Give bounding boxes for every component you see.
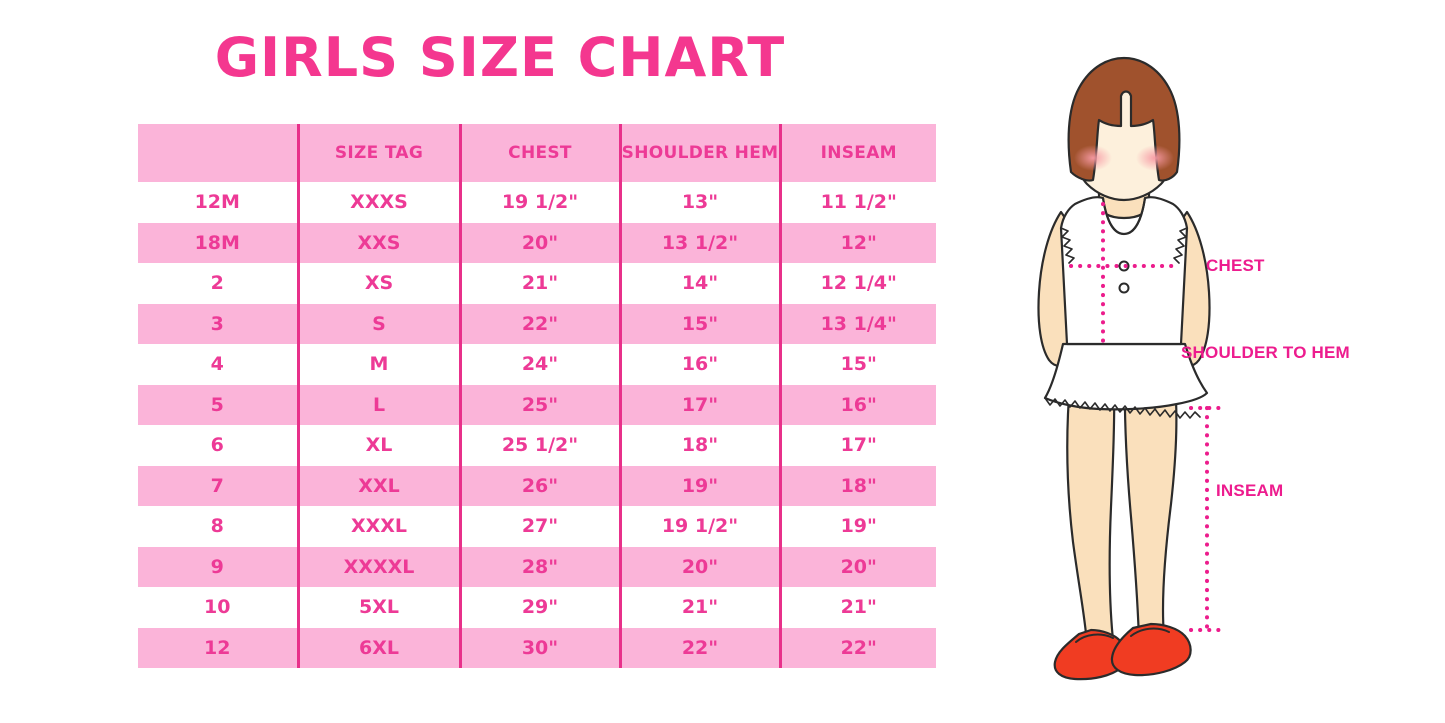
table-header: SIZE TAG CHEST SHOULDER HEM INSEAM — [138, 124, 936, 182]
cell-size-tag: L — [296, 384, 460, 425]
skirt-shape — [1043, 342, 1209, 411]
table-row: 3 S 22" 15" 13 1/4" — [138, 303, 936, 344]
cell-inseam: 18" — [778, 465, 936, 506]
right-shoulder-ruffle — [1173, 227, 1188, 264]
cell-chest: 26" — [458, 465, 620, 506]
button-lower-icon — [1118, 282, 1130, 294]
header-cell-size — [138, 124, 298, 182]
cell-inseam: 15" — [778, 344, 936, 385]
blush-left — [1074, 145, 1112, 171]
cell-shoulder-hem: 20" — [618, 546, 780, 587]
legs-shape — [1066, 370, 1178, 658]
cell-size: 12M — [138, 182, 298, 223]
table-row: 5 L 25" 17" 16" — [138, 384, 936, 425]
cell-size-tag: 5XL — [296, 587, 460, 628]
cell-size: 3 — [138, 303, 298, 344]
header-cell-shoulder-hem: SHOULDER HEM — [618, 124, 780, 182]
cell-inseam: 12" — [778, 222, 936, 263]
table-row: 18M XXS 20" 13 1/2" 12" — [138, 222, 936, 263]
cell-chest: 20" — [458, 222, 620, 263]
table-row: 2 XS 21" 14" 12 1/4" — [138, 263, 936, 304]
cell-chest: 19 1/2" — [458, 182, 620, 223]
cell-size: 9 — [138, 546, 298, 587]
cell-chest: 21" — [458, 263, 620, 304]
table-row: 6 XL 25 1/2" 18" 17" — [138, 425, 936, 466]
shoes-shape — [1053, 622, 1192, 681]
table-body: 12M XXXS 19 1/2" 13" 11 1/2" 18M XXS 20" 13 1/2"… — [138, 182, 936, 668]
cell-size-tag: XXXS — [296, 182, 460, 223]
table-row: 12 6XL 30" 22" 22" — [138, 627, 936, 668]
table-row: 12M XXXS 19 1/2" 13" 11 1/2" — [138, 182, 936, 223]
skirt-ruffle-edge — [1044, 397, 1201, 419]
table-row: 8 XXXL 27" 19 1/2" 19" — [138, 506, 936, 547]
cell-shoulder-hem: 13" — [618, 182, 780, 223]
cell-size: 7 — [138, 465, 298, 506]
header-cell-size-tag: SIZE TAG — [296, 124, 460, 182]
cell-size-tag: XXXXL — [296, 546, 460, 587]
cell-inseam: 13 1/4" — [778, 303, 936, 344]
header-cell-chest: CHEST — [458, 124, 620, 182]
cell-shoulder-hem: 18" — [618, 425, 780, 466]
cell-chest: 29" — [458, 587, 620, 628]
cell-inseam: 11 1/2" — [778, 182, 936, 223]
cell-shoulder-hem: 22" — [618, 627, 780, 668]
cell-inseam: 20" — [778, 546, 936, 587]
blush-right — [1136, 145, 1174, 171]
cell-inseam: 22" — [778, 627, 936, 668]
cell-shoulder-hem: 14" — [618, 263, 780, 304]
girl-figure-illustration — [975, 52, 1275, 692]
cell-shoulder-hem: 13 1/2" — [618, 222, 780, 263]
cell-shoulder-hem: 15" — [618, 303, 780, 344]
callout-label-inseam: INSEAM — [1216, 481, 1284, 500]
cell-inseam: 21" — [778, 587, 936, 628]
cell-size: 8 — [138, 506, 298, 547]
cell-chest: 30" — [458, 627, 620, 668]
cell-size-tag: 6XL — [296, 627, 460, 668]
cell-inseam: 19" — [778, 506, 936, 547]
table-row: 9 XXXXL 28" 20" 20" — [138, 546, 936, 587]
cell-shoulder-hem: 19 1/2" — [618, 506, 780, 547]
cell-size-tag: XXS — [296, 222, 460, 263]
table-row: 7 XXL 26" 19" 18" — [138, 465, 936, 506]
cell-chest: 22" — [458, 303, 620, 344]
page-title: GIRLS SIZE CHART — [214, 26, 786, 89]
cell-size-tag: S — [296, 303, 460, 344]
cell-shoulder-hem: 21" — [618, 587, 780, 628]
cell-size-tag: XXL — [296, 465, 460, 506]
cell-inseam: 12 1/4" — [778, 263, 936, 304]
cell-size-tag: XS — [296, 263, 460, 304]
cell-chest: 25" — [458, 384, 620, 425]
cell-inseam: 16" — [778, 384, 936, 425]
cell-size: 2 — [138, 263, 298, 304]
left-shoulder-ruffle — [1060, 227, 1075, 264]
cell-shoulder-hem: 16" — [618, 344, 780, 385]
cell-size: 4 — [138, 344, 298, 385]
cell-chest: 24" — [458, 344, 620, 385]
cell-size: 12 — [138, 627, 298, 668]
callout-label-shoulder-to-hem: SHOULDER TO HEM — [1181, 343, 1350, 362]
cell-size: 10 — [138, 587, 298, 628]
cell-chest: 27" — [458, 506, 620, 547]
cell-size: 5 — [138, 384, 298, 425]
cell-shoulder-hem: 17" — [618, 384, 780, 425]
cell-shoulder-hem: 19" — [618, 465, 780, 506]
header-cell-inseam: INSEAM — [778, 124, 936, 182]
cell-size-tag: XXXL — [296, 506, 460, 547]
cell-size: 6 — [138, 425, 298, 466]
cell-inseam: 17" — [778, 425, 936, 466]
callout-label-chest: CHEST — [1206, 256, 1265, 275]
size-chart-table: SIZE TAG CHEST SHOULDER HEM INSEAM 12M XX… — [138, 124, 936, 668]
cell-chest: 28" — [458, 546, 620, 587]
cell-size-tag: M — [296, 344, 460, 385]
table-row: 4 M 24" 16" 15" — [138, 344, 936, 385]
table-row: 10 5XL 29" 21" 21" — [138, 587, 936, 628]
cell-chest: 25 1/2" — [458, 425, 620, 466]
cell-size-tag: XL — [296, 425, 460, 466]
cell-size: 18M — [138, 222, 298, 263]
header-row: SIZE TAG CHEST SHOULDER HEM INSEAM — [138, 124, 936, 182]
